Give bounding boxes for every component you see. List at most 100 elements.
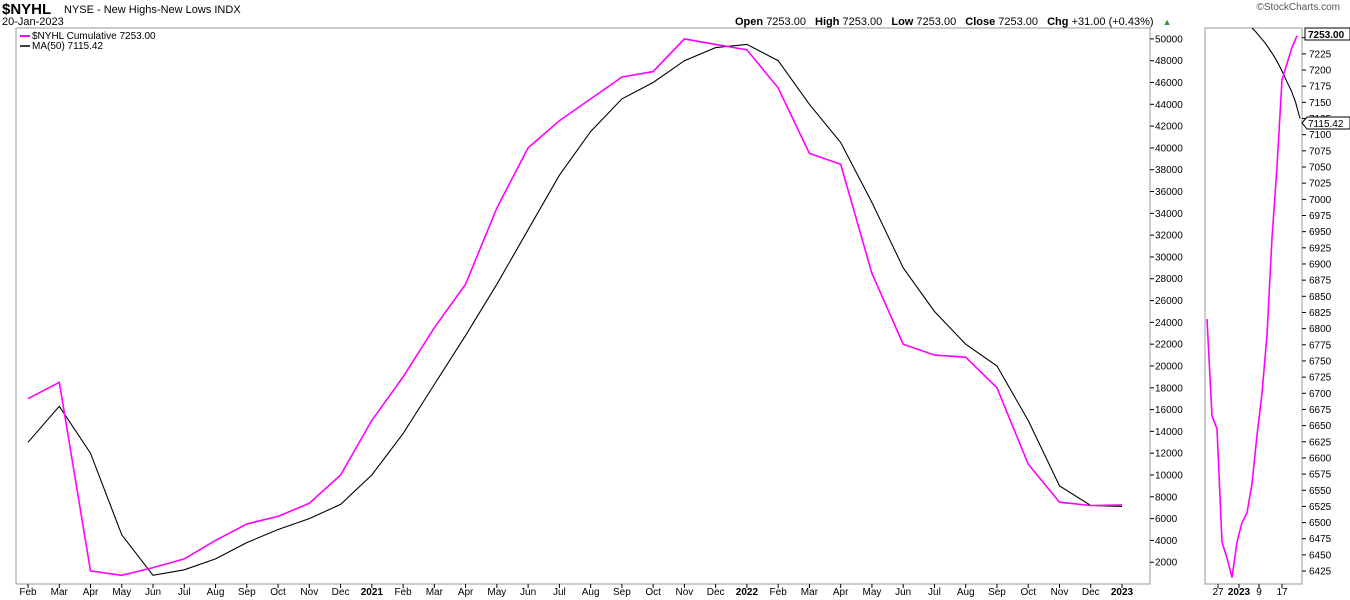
low-label: Low [891,16,914,28]
zoom-y-tick-label: 6975 [1309,211,1332,222]
y-tick-label: 42000 [1155,122,1183,133]
x-tick-label: Jul [178,587,191,598]
x-tick-label: Dec [1082,587,1100,598]
nyhl-cumulative-line [27,38,1123,577]
ohlc-readout: Open 7253.00 High 7253.00 Low 7253.00 Cl… [735,16,1172,28]
main-plot-frame [15,27,1151,585]
ma50-line [27,43,1123,576]
legend-label-nyhl: $NYHL Cumulative 7253.00 [32,31,156,42]
x-tick-label: Mar [426,587,444,598]
zoom-y-tick-label: 6825 [1309,308,1332,319]
x-tick-label: Apr [83,587,99,598]
x-tick-label: Sep [238,587,256,598]
x-tick-label: May [862,587,881,598]
y-tick-label: 20000 [1155,361,1183,372]
zoom-y-tick-label: 6425 [1309,567,1332,578]
main-x-axis: Feb Mar Apr May Jun Jul Aug Sep Oct Nov Dec 2021 Feb… [19,584,1134,598]
x-tick-label: Feb [394,587,412,598]
ticker-symbol: $NYHL [2,1,52,18]
y-tick-label: 22000 [1155,340,1183,351]
chg-value: +31.00 (+0.43%) [1071,16,1154,28]
y-tick-label: 26000 [1155,296,1183,307]
zoom-ma50-line [1251,27,1301,119]
ma-flag-label: 7115.42 [1308,119,1344,130]
x-tick-label: Oct [1020,587,1036,598]
zoom-y-tick-label: 6500 [1309,518,1332,529]
zoom-y-tick-label: 6925 [1309,243,1332,254]
x-tick-label: Nov [676,587,694,598]
x-tick-label: Sep [613,587,631,598]
x-tick-label: 2022 [736,587,759,598]
zoom-chart-panel: 6425 6450 6475 6500 6525 6550 6575 6600 6625 6650… [1204,27,1350,598]
high-value: 7253.00 [842,16,883,28]
open-value: 7253.00 [766,16,806,28]
ticker-description: NYSE - New Highs-New Lows INDX [64,4,241,16]
price-flag: 7253.00 [1304,27,1350,41]
x-tick-label: Sep [988,587,1006,598]
x-tick-label: Dec [707,587,725,598]
price-flag-label: 7253.00 [1308,30,1345,41]
zoom-plot-frame [1204,27,1303,585]
zoom-y-tick-label: 6650 [1309,421,1332,432]
y-tick-label: 40000 [1155,143,1183,154]
zoom-y-tick-label: 6450 [1309,550,1332,561]
zoom-y-tick-label: 6525 [1309,502,1332,513]
high-label: High [815,16,840,28]
y-tick-label: 46000 [1155,78,1183,89]
legend-label-ma: MA(50) 7115.42 [32,41,103,52]
x-tick-label: Oct [270,587,286,598]
x-tick-label: Aug [582,587,600,598]
zoom-x-axis: 27 2023 9 17 [1212,584,1288,598]
zoom-y-tick-label: 6875 [1309,276,1332,287]
y-tick-label: 8000 [1155,492,1178,503]
y-tick-label: 14000 [1155,427,1183,438]
zoom-y-tick-label: 6600 [1309,453,1332,464]
y-tick-label: 10000 [1155,470,1183,481]
x-tick-label: May [487,587,506,598]
x-tick-label: Feb [19,587,37,598]
zoom-y-tick-label: 6475 [1309,534,1332,545]
zoom-y-tick-label: 6775 [1309,340,1332,351]
x-tick-label: May [112,587,131,598]
zoom-y-tick-label: 7000 [1309,195,1332,206]
zoom-y-tick-label: 6950 [1309,227,1332,238]
y-tick-label: 24000 [1155,318,1183,329]
y-tick-label: 32000 [1155,231,1183,242]
x-tick-label: Jun [895,587,911,598]
chart-date: 20-Jan-2023 [2,16,64,28]
y-tick-label: 38000 [1155,165,1183,176]
zoom-y-tick-label: 6700 [1309,389,1332,400]
zoom-y-tick-label: 6725 [1309,373,1332,384]
x-tick-label: Jul [553,587,566,598]
x-tick-label: 2021 [361,587,384,598]
zoom-y-tick-label: 7100 [1309,130,1332,141]
x-tick-label: Nov [1051,587,1069,598]
chg-label: Chg [1047,16,1069,28]
zoom-y-tick-label: 6625 [1309,437,1332,448]
y-tick-label: 44000 [1155,100,1183,111]
up-arrow-icon: ▲ [1162,17,1172,27]
zoom-y-tick-label: 7075 [1309,146,1332,157]
low-value: 7253.00 [916,16,957,28]
zoom-x-tick-label: 9 [1256,587,1262,598]
zoom-y-tick-label: 7025 [1309,179,1332,190]
x-tick-label: Mar [801,587,819,598]
y-tick-label: 48000 [1155,56,1183,67]
x-tick-label: Aug [957,587,975,598]
y-tick-label: 34000 [1155,209,1183,220]
y-tick-label: 4000 [1155,536,1178,547]
zoom-x-tick-label: 27 [1212,587,1224,598]
ma-flag: 7115.42 [1301,116,1350,130]
x-tick-label: Dec [332,587,350,598]
y-tick-label: 18000 [1155,383,1183,394]
zoom-y-axis: 6425 6450 6475 6500 6525 6550 6575 6600 6625 6650… [1302,37,1332,578]
zoom-y-tick-label: 7175 [1309,82,1332,93]
x-tick-label: Aug [207,587,225,598]
x-tick-label: Oct [645,587,661,598]
zoom-x-tick-label: 2023 [1228,587,1251,598]
x-tick-label: Jun [520,587,536,598]
close-label: Close [965,16,996,28]
zoom-y-tick-label: 6850 [1309,292,1332,303]
zoom-y-tick-label: 6550 [1309,486,1332,497]
